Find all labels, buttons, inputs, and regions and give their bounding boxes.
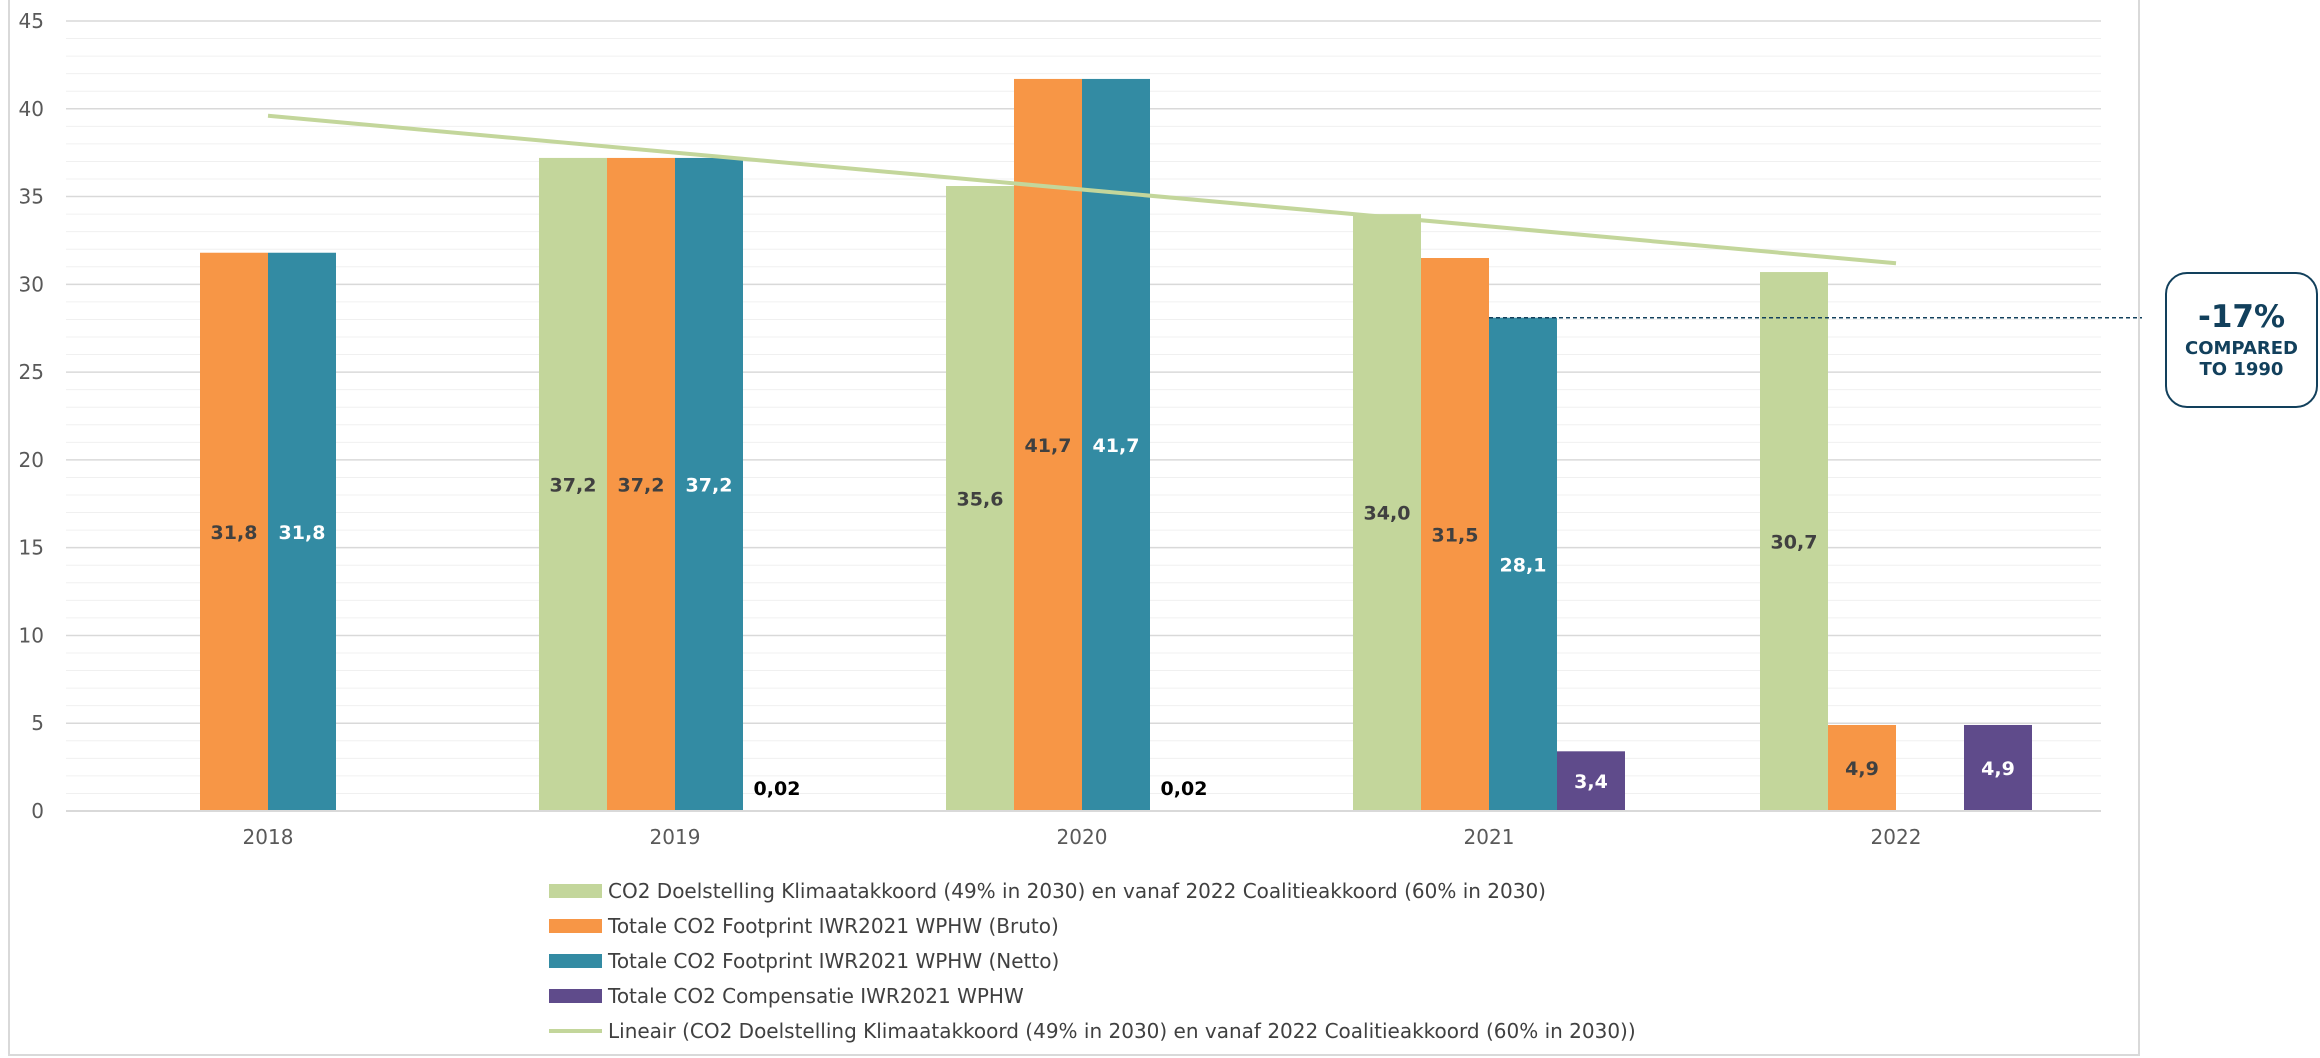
legend-label-trendline: Lineair (CO2 Doelstelling Klimaatakkoord… bbox=[608, 1018, 1636, 1043]
data-label-series-0-2020: 35,6 bbox=[957, 489, 1004, 511]
legend-label-bruto: Totale CO2 Footprint IWR2021 WPHW (Bruto… bbox=[608, 913, 1059, 938]
data-label-series-1-2020: 41,7 bbox=[1025, 435, 1072, 457]
bar-series-0-2021 bbox=[1353, 214, 1421, 812]
legend-item-trendline: Lineair (CO2 Doelstelling Klimaatakkoord… bbox=[549, 1013, 1636, 1048]
y-tick-label: 10 bbox=[19, 623, 44, 647]
bar-series-2-2018 bbox=[268, 252, 336, 811]
x-tick-label: 2021 bbox=[1464, 825, 1515, 849]
y-tick-label: 20 bbox=[19, 448, 44, 472]
data-label-series-3-2022: 4,9 bbox=[1981, 758, 2015, 780]
legend-label-netto: Totale CO2 Footprint IWR2021 WPHW (Netto… bbox=[608, 948, 1060, 973]
legend-swatch-doelstelling bbox=[549, 883, 602, 898]
data-label-series-0-2022: 30,7 bbox=[1771, 532, 1818, 554]
legend-item-bruto: Totale CO2 Footprint IWR2021 WPHW (Bruto… bbox=[549, 908, 1636, 943]
x-tick-label: 2022 bbox=[1871, 825, 1922, 849]
legend-swatch-compensatie bbox=[549, 988, 602, 1003]
reduction-callout: -17% COMPARED TO 1990 bbox=[2165, 272, 2318, 408]
data-label-series-1-2022: 4,9 bbox=[1845, 758, 1879, 780]
legend-item-compensatie: Totale CO2 Compensatie IWR2021 WPHW bbox=[549, 978, 1636, 1013]
x-tick-label: 2018 bbox=[243, 825, 294, 849]
data-label-series-1-2019: 37,2 bbox=[618, 474, 665, 496]
y-tick-label: 5 bbox=[31, 711, 44, 735]
y-tick-label: 25 bbox=[19, 360, 44, 384]
y-tick-label: 0 bbox=[31, 799, 44, 823]
axis-ticks: 0 5 10 15 20 25 30 35 40 45 2018 2019 2020 2021 2022 bbox=[19, 9, 2101, 849]
bar-series-0-2022 bbox=[1760, 272, 1828, 811]
legend-swatch-trendline bbox=[549, 1028, 602, 1033]
legend-label-doelstelling: CO2 Doelstelling Klimaatakkoord (49% in … bbox=[608, 878, 1546, 903]
bar-series-0-2020 bbox=[946, 186, 1014, 811]
bar-series-3-2021 bbox=[1557, 751, 1625, 811]
y-tick-label: 30 bbox=[19, 272, 44, 296]
bar-series-1-2018 bbox=[200, 252, 268, 811]
bar-series-1-2019 bbox=[607, 157, 675, 811]
x-tick-label: 2019 bbox=[650, 825, 701, 849]
chart-legend: CO2 Doelstelling Klimaatakkoord (49% in … bbox=[549, 873, 1636, 1048]
bar-series-1-2022 bbox=[1828, 724, 1896, 811]
legend-item-netto: Totale CO2 Footprint IWR2021 WPHW (Netto… bbox=[549, 943, 1636, 978]
bar-series-2-2020 bbox=[1082, 78, 1150, 811]
data-labels: 37,2 35,6 34,0 30,7 31,8 37,2 41,7 31,5 4,9 31,8 3… bbox=[211, 435, 2015, 800]
chart-panel: 37,2 35,6 34,0 30,7 31,8 37,2 41,7 31,5 4,9 31,8 3… bbox=[8, 0, 2142, 1056]
data-label-series-3-2020: 0,02 bbox=[1161, 778, 1208, 800]
reduction-caption: COMPARED TO 1990 bbox=[2185, 338, 2298, 380]
bar-series-2-2019 bbox=[675, 157, 743, 811]
co2-bar-chart: 37,2 35,6 34,0 30,7 31,8 37,2 41,7 31,5 4,9 31,8 3… bbox=[19, 9, 2142, 849]
bar-series-1-2020 bbox=[1014, 78, 1082, 811]
bar-series-2-2021 bbox=[1489, 317, 1557, 811]
trendline-path bbox=[267, 113, 1897, 266]
data-label-series-1-2021: 31,5 bbox=[1432, 525, 1479, 547]
bar-series-0-2019 bbox=[539, 157, 607, 811]
y-tick-label: 15 bbox=[19, 536, 44, 560]
reduction-percentage: -17% bbox=[2197, 299, 2286, 335]
data-label-series-3-2019: 0,02 bbox=[754, 778, 801, 800]
legend-item-doelstelling: CO2 Doelstelling Klimaatakkoord (49% in … bbox=[549, 873, 1636, 908]
legend-label-compensatie: Totale CO2 Compensatie IWR2021 WPHW bbox=[608, 983, 1024, 1008]
bar-series-1-2021 bbox=[1421, 258, 1489, 811]
data-label-series-2-2019: 37,2 bbox=[686, 474, 733, 496]
y-tick-label: 45 bbox=[19, 9, 44, 33]
data-label-series-2-2020: 41,7 bbox=[1093, 435, 1140, 457]
y-tick-label: 40 bbox=[19, 97, 44, 121]
trendline bbox=[267, 113, 1897, 266]
data-label-series-2-2018: 31,8 bbox=[279, 522, 326, 544]
legend-swatch-bruto bbox=[549, 918, 602, 933]
y-tick-label: 35 bbox=[19, 185, 44, 209]
data-label-series-0-2021: 34,0 bbox=[1364, 503, 1411, 525]
bar-series-3-2022 bbox=[1964, 724, 2032, 811]
x-tick-label: 2020 bbox=[1057, 825, 1108, 849]
data-label-series-2-2021: 28,1 bbox=[1500, 554, 1547, 576]
data-label-series-3-2021: 3,4 bbox=[1574, 771, 1608, 793]
legend-swatch-netto bbox=[549, 953, 602, 968]
data-label-series-0-2019: 37,2 bbox=[550, 474, 597, 496]
data-label-series-1-2018: 31,8 bbox=[211, 522, 258, 544]
bars bbox=[200, 78, 2032, 812]
